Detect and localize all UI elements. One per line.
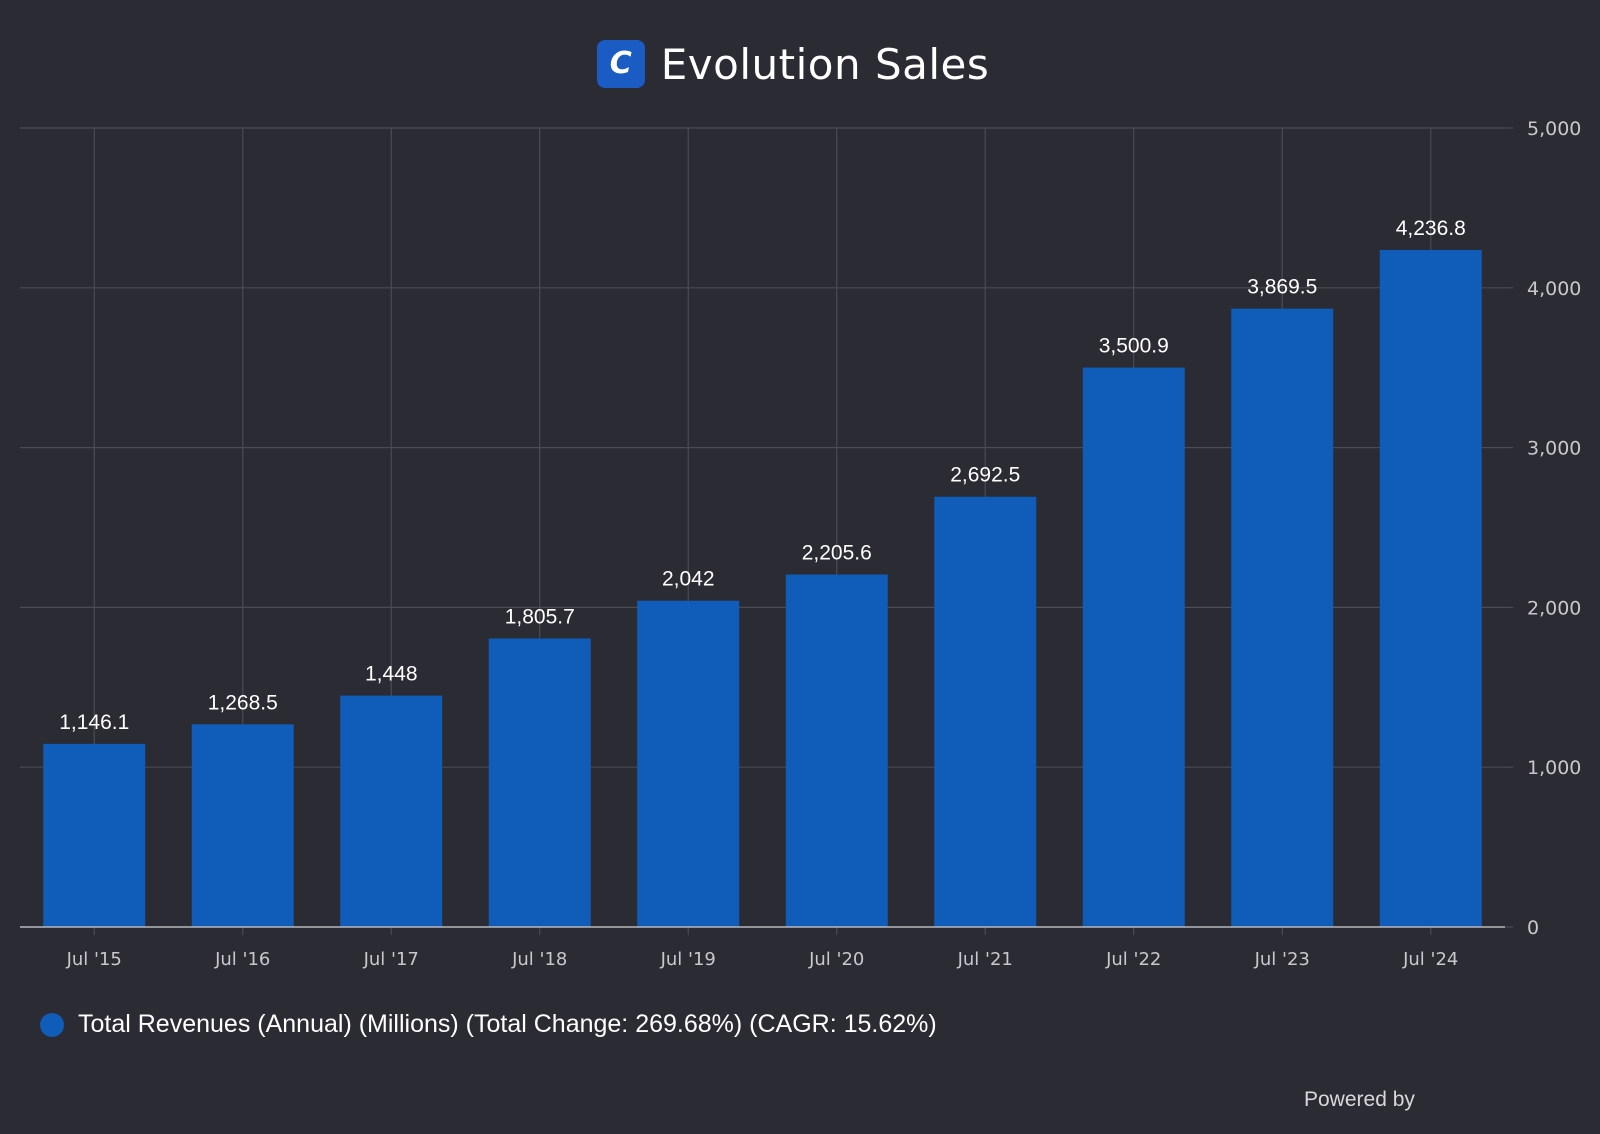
- x-tick-label: Jul '17: [363, 949, 419, 970]
- bar: [488, 638, 591, 927]
- data-label: 2,692.5: [950, 464, 1020, 487]
- chart-legend[interactable]: Total Revenues (Annual) (Millions) (Tota…: [40, 1010, 937, 1039]
- x-tick-label: Jul '23: [1254, 949, 1310, 970]
- bar: [785, 574, 888, 927]
- x-tick-label: Jul '19: [660, 949, 716, 970]
- bar: [340, 695, 443, 927]
- bar: [934, 496, 1037, 927]
- data-label: 3,500.9: [1099, 335, 1169, 358]
- x-tick-label: Jul '22: [1105, 949, 1161, 970]
- data-label: 1,146.1: [59, 711, 129, 734]
- x-tick-label: Jul '21: [957, 949, 1013, 970]
- data-label: 1,448: [365, 663, 418, 686]
- y-tick-label: 5,000: [1527, 118, 1581, 140]
- data-label: 4,236.8: [1396, 217, 1466, 240]
- x-tick-label: Jul '18: [511, 949, 567, 970]
- bar: [1231, 308, 1334, 927]
- data-label: 3,869.5: [1247, 276, 1317, 299]
- y-tick-label: 4,000: [1527, 278, 1581, 300]
- x-tick-label: Jul '24: [1402, 949, 1458, 970]
- bar: [1082, 367, 1185, 928]
- y-tick-label: 1,000: [1527, 757, 1581, 779]
- data-label: 2,205.6: [802, 542, 872, 565]
- powered-by-text: Powered by: [1304, 1088, 1415, 1111]
- brand-logo-icon: C: [596, 40, 645, 88]
- bar: [191, 724, 294, 927]
- bar: [637, 600, 740, 927]
- x-tick-label: Jul '15: [66, 949, 122, 970]
- y-tick-label: 2,000: [1527, 597, 1581, 619]
- legend-swatch: [40, 1012, 64, 1037]
- x-tick-label: Jul '16: [214, 949, 270, 970]
- y-tick-label: 3,000: [1527, 438, 1581, 460]
- chart-title: Evolution Sales: [660, 39, 990, 89]
- bar: [43, 743, 146, 927]
- bar: [1379, 249, 1482, 928]
- data-label: 2,042: [662, 568, 715, 591]
- chart-header: C Evolution Sales: [0, 38, 1600, 90]
- legend-label: Total Revenues (Annual) (Millions) (Tota…: [78, 1010, 937, 1038]
- data-label: 1,805.7: [505, 605, 575, 628]
- y-tick-label: 0: [1527, 917, 1539, 939]
- data-label: 1,268.5: [208, 691, 278, 714]
- x-tick-label: Jul '20: [808, 949, 864, 970]
- brand-logo-letter: C: [609, 46, 632, 81]
